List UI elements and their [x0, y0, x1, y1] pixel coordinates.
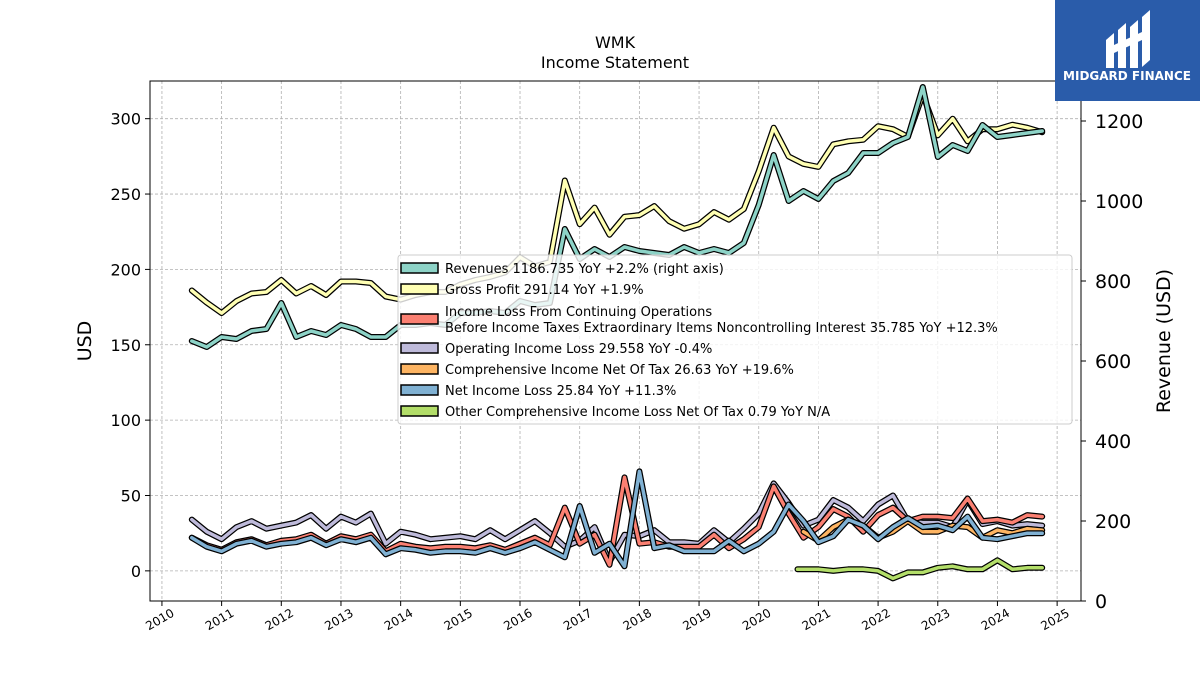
- x-tick-label: 2015: [442, 606, 475, 633]
- x-tick-label: 2021: [800, 606, 833, 633]
- legend-swatch: [400, 363, 439, 375]
- legend-label: Before Income Taxes Extraordinary Items …: [445, 321, 998, 336]
- y-tick-label: 100: [110, 411, 141, 430]
- x-tick-label: 2017: [561, 606, 594, 633]
- legend-swatch: [400, 262, 439, 274]
- y-tick-label: 50: [121, 486, 141, 505]
- brand-logo: MIDGARD FINANCE: [1055, 0, 1200, 101]
- logo-mark-icon: [1106, 10, 1150, 68]
- x-tick-label: 2011: [203, 606, 236, 633]
- legend-item: Revenues 1186.735 YoY +2.2% (right axis): [400, 262, 724, 277]
- x-tick-label: 2013: [322, 606, 355, 633]
- logo-background: [1055, 0, 1200, 101]
- legend-swatch: [400, 405, 439, 417]
- legend-label: Other Comprehensive Income Loss Net Of T…: [445, 405, 830, 420]
- x-tick-label: 2019: [680, 606, 713, 633]
- right-y-tick-label: 600: [1095, 351, 1131, 373]
- legend-item: Comprehensive Income Net Of Tax 26.63 Yo…: [400, 363, 794, 378]
- x-tick-label: 2010: [143, 606, 176, 633]
- legend-label: Operating Income Loss 29.558 YoY -0.4%: [445, 342, 712, 357]
- right-y-tick-label: 400: [1095, 431, 1131, 453]
- x-tick-label: 2023: [919, 606, 952, 633]
- y-tick-label: 300: [110, 110, 141, 129]
- legend-item: Gross Profit 291.14 YoY +1.9%: [400, 283, 644, 298]
- y-tick-label: 250: [110, 185, 141, 204]
- y-tick-label: 200: [110, 260, 141, 279]
- logo-text: MIDGARD FINANCE: [1063, 69, 1191, 83]
- legend-item: Other Comprehensive Income Loss Net Of T…: [400, 405, 830, 420]
- legend-swatch: [400, 313, 439, 325]
- series-line-stroke: [795, 558, 1044, 581]
- y-tick-label: 150: [110, 336, 141, 355]
- axes: 2010 2011 2012 2013 2014 2015 2016 2017 2018 2019…: [110, 110, 1143, 634]
- x-tick-label: 2025: [1038, 606, 1071, 633]
- y-tick-label: 0: [131, 562, 141, 581]
- series-line: [188, 468, 1046, 570]
- right-y-tick-label: 0: [1095, 591, 1107, 613]
- series-line: [188, 91, 1046, 317]
- x-tick-label: 2022: [859, 606, 892, 633]
- x-tick-label: 2012: [263, 606, 296, 633]
- legend-swatch: [400, 384, 439, 396]
- legend-label: Income Loss From Continuing Operations: [445, 305, 712, 320]
- right-y-tick-label: 1200: [1095, 111, 1143, 133]
- right-axis-label: Revenue (USD): [1153, 269, 1175, 413]
- legend-label: Comprehensive Income Net Of Tax 26.63 Yo…: [445, 363, 794, 378]
- legend-label: Net Income Loss 25.84 YoY +11.3%: [445, 384, 676, 399]
- plot-frame: [149, 80, 1082, 602]
- x-tick-label: 2014: [382, 606, 415, 633]
- right-y-tick-label: 200: [1095, 511, 1131, 533]
- series-line-stroke: [190, 469, 1044, 569]
- legend-label: Revenues 1186.735 YoY +2.2% (right axis): [445, 262, 724, 277]
- right-y-tick-label: 800: [1095, 271, 1131, 293]
- x-tick-label: 2020: [740, 606, 773, 633]
- series-line-stroke: [190, 85, 1044, 349]
- x-tick-label: 2024: [979, 606, 1012, 633]
- series-line: [188, 480, 1046, 565]
- series-line-stroke: [190, 481, 1044, 564]
- x-tick-label: 2018: [621, 606, 654, 633]
- chart-subtitle: Income Statement: [541, 53, 689, 72]
- legend: Revenues 1186.735 YoY +2.2% (right axis)…: [397, 254, 1073, 425]
- legend-item: Income Loss From Continuing OperationsBe…: [400, 305, 998, 336]
- left-axis-label: USD: [74, 321, 96, 362]
- x-tick-label: 2016: [501, 606, 534, 633]
- series-line-stroke: [190, 92, 1044, 315]
- legend-label: Gross Profit 291.14 YoY +1.9%: [445, 283, 644, 298]
- legend-item: Operating Income Loss 29.558 YoY -0.4%: [400, 342, 712, 357]
- right-y-tick-label: 1000: [1095, 191, 1143, 213]
- series-line: [188, 84, 1046, 350]
- chart-title: WMK: [595, 33, 636, 52]
- legend-item: Net Income Loss 25.84 YoY +11.3%: [400, 384, 676, 399]
- legend-swatch: [400, 283, 439, 295]
- series-line: [794, 557, 1046, 582]
- legend-box: [397, 254, 1073, 425]
- series-layer: [188, 84, 1046, 582]
- legend-swatch: [400, 342, 439, 354]
